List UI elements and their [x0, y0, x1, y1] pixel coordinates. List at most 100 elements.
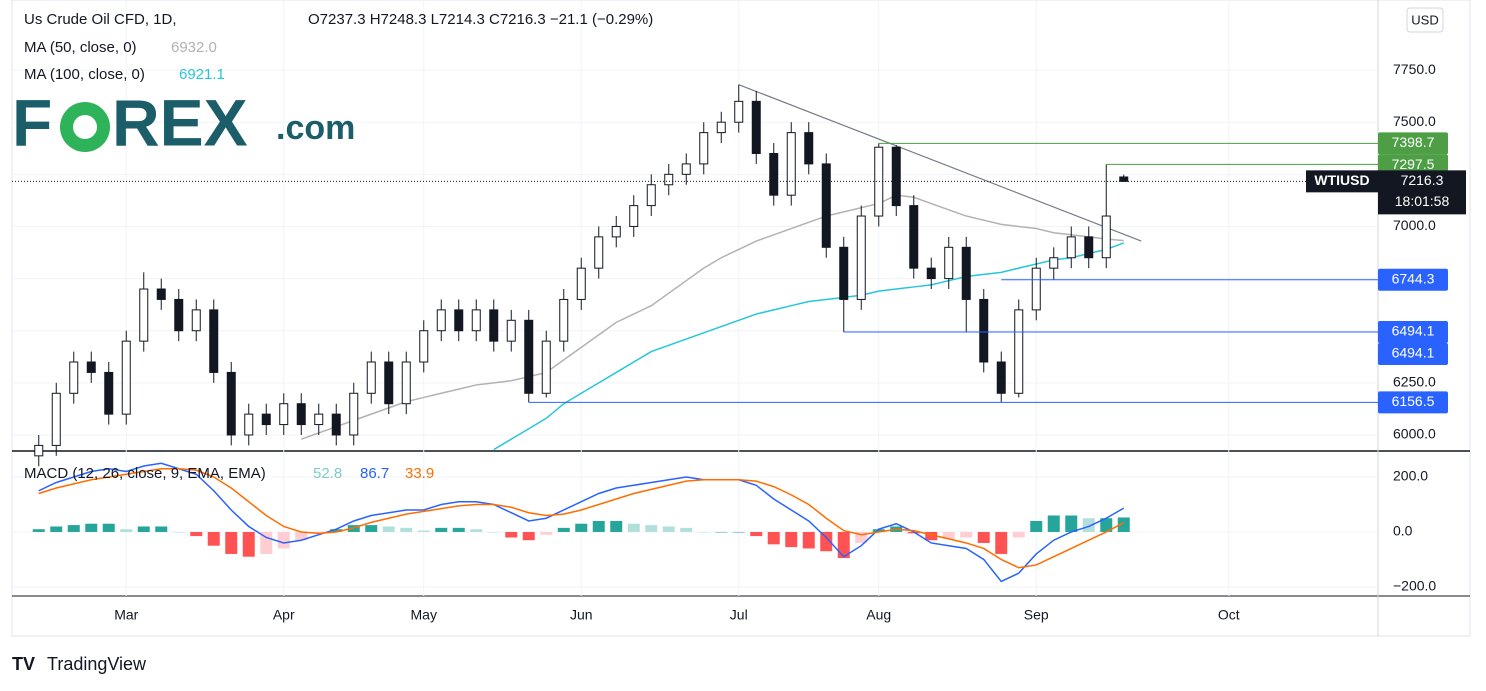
macd-histogram-bar [365, 525, 378, 532]
candle-body [209, 309, 219, 373]
macd-histogram-bar [610, 520, 623, 532]
macd-histogram-bar [715, 531, 728, 533]
last-price-box [1378, 170, 1466, 215]
macd-histogram-bar [382, 526, 395, 532]
last-price: 7216.3 [1401, 172, 1444, 188]
macd-hist-value: 52.8 [313, 465, 342, 482]
macd-histogram-bar [680, 527, 693, 532]
candle-body [681, 163, 691, 175]
macd-histogram-bar [1047, 515, 1060, 532]
candle-body [874, 146, 884, 217]
level-label-box [1378, 132, 1448, 155]
ma50-value: 6932.0 [171, 39, 217, 56]
macd-histogram-bar [120, 529, 133, 532]
macd-histogram-bar [225, 531, 238, 554]
logo-rex: REX [112, 85, 248, 159]
macd-histogram-bar [190, 531, 203, 537]
macd-histogram-bar [452, 527, 465, 532]
candle-body [51, 392, 61, 446]
macd-histogram-bar [172, 531, 185, 533]
title: Us Crude Oil CFD, 1D, [24, 11, 177, 28]
macd-histogram-bar [522, 531, 535, 541]
macd-histogram-bar [977, 531, 990, 543]
candle-body [1066, 236, 1076, 259]
currency: USD [1411, 12, 1438, 27]
candle-body [559, 298, 569, 342]
candle-body [646, 184, 656, 207]
macd-histogram-bar [645, 525, 658, 532]
candle-body [419, 330, 429, 363]
candle-body [524, 319, 534, 394]
y2-tick-label: 0.0 [1393, 523, 1413, 539]
candle-body [716, 121, 726, 134]
footer: TradingView [47, 654, 147, 674]
macd-histogram-bar [732, 531, 745, 533]
candle-body [244, 413, 254, 436]
candle-body [506, 319, 516, 342]
candle-body [996, 361, 1006, 394]
candle-body [139, 288, 149, 342]
macd-line [38, 468, 1125, 569]
macd-histogram-bar [575, 523, 588, 532]
currency-box[interactable] [1406, 7, 1444, 33]
level-label-box [1378, 342, 1448, 365]
macd-histogram-bar [330, 529, 343, 532]
candle-body [366, 361, 376, 394]
macd-histogram-bar [50, 526, 63, 532]
macd-histogram-bar [557, 527, 570, 532]
candle-body [489, 309, 499, 342]
candle-body [1084, 236, 1094, 259]
candle-body [86, 361, 96, 373]
candle-body [856, 215, 866, 300]
candle-body [104, 371, 114, 415]
level-label: 6744.3 [1392, 270, 1435, 286]
macd-histogram-bar [505, 531, 518, 538]
candle-body [436, 309, 446, 332]
level-label-box [1378, 391, 1448, 414]
macd-histogram-bar [750, 531, 763, 537]
macd-histogram-bar [1082, 518, 1095, 532]
candle-body [576, 267, 586, 300]
candle-body [804, 132, 814, 165]
candle-body [226, 371, 236, 436]
candle-body [821, 163, 831, 248]
candle-body [909, 205, 919, 269]
macd-histogram-bar [627, 523, 640, 532]
y-tick-label: 6250.0 [1393, 374, 1436, 390]
frame [11, 0, 1471, 637]
y-tick-label: 7500.0 [1393, 113, 1436, 129]
candle-body [611, 225, 621, 238]
candle-body [734, 100, 744, 123]
macd-histogram-bar [802, 531, 815, 549]
candle-body [1014, 309, 1024, 394]
candle-body [629, 205, 639, 227]
candle-body [384, 361, 394, 405]
candle-body [944, 246, 954, 280]
macd-histogram-bar [942, 531, 955, 539]
x-tick-label: Sep [1024, 607, 1049, 623]
candle-body [979, 298, 989, 363]
macd-histogram-bar [155, 526, 168, 532]
macd-histogram-bar [960, 531, 973, 538]
logo-f: F [12, 85, 52, 159]
macd-histogram-bar [855, 531, 868, 543]
candle-body [156, 288, 166, 300]
macd-histogram-bar [1012, 531, 1025, 538]
candle-body [1049, 257, 1059, 269]
candle-body [786, 132, 796, 196]
candle-body [1119, 176, 1129, 182]
symbol: WTIUSD [1314, 172, 1369, 188]
macd-histogram-bar [417, 530, 430, 532]
macd-histogram-bar [662, 526, 675, 532]
macd-line [38, 462, 1125, 583]
macd-histogram-bar [540, 531, 553, 535]
candle-body [349, 392, 359, 436]
level-label: 6494.1 [1392, 345, 1435, 361]
macd-histogram-bar [925, 531, 938, 541]
macd-histogram-bar [837, 531, 850, 559]
ma50-name: MA (50, close, 0) [24, 39, 137, 56]
macd-histogram-bar [400, 527, 413, 532]
marks: 6000.06250.06500.06750.07000.07250.07500… [12, 0, 1466, 623]
candle-body [191, 309, 201, 332]
